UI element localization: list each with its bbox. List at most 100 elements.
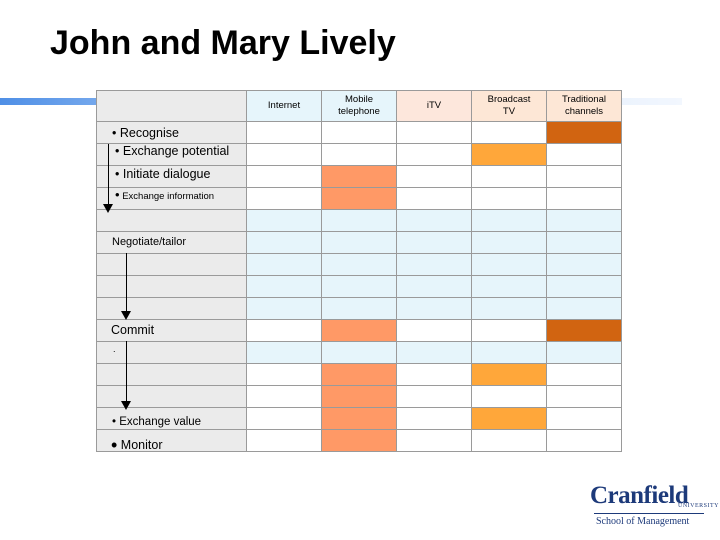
- channel-stage-grid: Internet Mobile telephone iTV Broadcast TV…: [96, 90, 622, 452]
- column-header-mobile: Mobile telephone: [321, 90, 397, 122]
- arrow-head-icon: [103, 204, 113, 213]
- grid-cell: [396, 121, 472, 144]
- grid-cell: [546, 165, 622, 188]
- grid-cell: [471, 341, 547, 364]
- grid-cell: [546, 275, 622, 298]
- grid-cell: [471, 297, 547, 320]
- grid-row: [96, 319, 622, 342]
- header-row: Internet Mobile telephone iTV Broadcast TV…: [96, 90, 622, 122]
- grid-cell-highlight: [321, 385, 397, 408]
- grid-cell-highlight: [471, 407, 547, 430]
- stage-cell: [96, 253, 247, 276]
- grid-cell: [471, 209, 547, 232]
- stage-initiate-dialogue: • Initiate dialogue: [115, 167, 211, 181]
- grid-cell: [396, 385, 472, 408]
- grid-cell: [246, 121, 322, 144]
- grid-row: [96, 429, 622, 452]
- grid-cell: [246, 143, 322, 166]
- grid-cell: [396, 297, 472, 320]
- grid-cell-highlight: [321, 429, 397, 452]
- grid-cell: [396, 231, 472, 254]
- grid-cell: [321, 275, 397, 298]
- arrow-head-icon: [121, 311, 131, 320]
- grid-row: [96, 297, 622, 320]
- stage-cell: [96, 429, 247, 452]
- grid-cell: [396, 275, 472, 298]
- grid-cell: [471, 231, 547, 254]
- column-header-broadcast: Broadcast TV: [471, 90, 547, 122]
- grid-row: [96, 253, 622, 276]
- arrow-head-icon: [121, 401, 131, 410]
- grid-cell: [396, 319, 472, 342]
- column-header-itv: iTV: [396, 90, 472, 122]
- stage-exchange-information: • Exchange information: [115, 187, 215, 202]
- stage-cell: [96, 319, 247, 342]
- grid-cell-highlight: [321, 187, 397, 210]
- grid-cell: [396, 187, 472, 210]
- grid-cell: [246, 165, 322, 188]
- stage-exchange-potential: • Exchange potential: [115, 144, 230, 158]
- grid-cell: [546, 187, 622, 210]
- grid-cell: [246, 209, 322, 232]
- stage-cell: [96, 165, 247, 188]
- stage-dot: .: [113, 344, 116, 354]
- grid-row: [96, 231, 622, 254]
- stage-cell: [96, 363, 247, 386]
- grid-cell: [471, 253, 547, 276]
- grid-cell-highlight: [546, 319, 622, 342]
- grid-cell: [321, 341, 397, 364]
- stage-monitor: • Monitor: [111, 435, 163, 455]
- grid-cell: [546, 385, 622, 408]
- grid-cell: [246, 275, 322, 298]
- grid-cell: [471, 187, 547, 210]
- grid-cell-highlight: [321, 165, 397, 188]
- grid-cell-highlight: [321, 319, 397, 342]
- grid-cell: [471, 275, 547, 298]
- grid-cell: [246, 253, 322, 276]
- grid-cell: [246, 297, 322, 320]
- grid-cell-highlight: [321, 363, 397, 386]
- grid-row: [96, 275, 622, 298]
- grid-cell: [246, 319, 322, 342]
- grid-cell: [396, 143, 472, 166]
- grid-cell: [246, 187, 322, 210]
- grid-cell: [246, 429, 322, 452]
- grid-cell: [246, 385, 322, 408]
- grid-cell: [546, 407, 622, 430]
- grid-cell: [546, 297, 622, 320]
- arrow-line: [108, 144, 109, 206]
- grid-cell: [246, 407, 322, 430]
- grid-row: [96, 187, 622, 210]
- grid-cell: [471, 319, 547, 342]
- arrow-line: [126, 253, 127, 313]
- grid-cell: [396, 341, 472, 364]
- grid-cell: [321, 143, 397, 166]
- grid-cell: [396, 209, 472, 232]
- column-header-internet: Internet: [246, 90, 322, 122]
- grid-row: [96, 143, 622, 166]
- logo-school: School of Management: [596, 516, 690, 527]
- stage-cell: [96, 143, 247, 166]
- stage-cell: [96, 231, 247, 254]
- stage-commit: Commit: [111, 323, 155, 337]
- grid-cell: [546, 363, 622, 386]
- grid-cell: [546, 143, 622, 166]
- logo-name: Cranfield: [590, 482, 689, 509]
- grid-cell: [546, 429, 622, 452]
- grid-cell: [396, 165, 472, 188]
- grid-cell: [321, 297, 397, 320]
- stage-recognise: • Recognise: [112, 126, 179, 140]
- grid-cell: [321, 253, 397, 276]
- grid-cell: [396, 253, 472, 276]
- grid-cell: [546, 341, 622, 364]
- grid-row: [96, 341, 622, 364]
- arrow-line: [126, 341, 127, 403]
- grid-row: [96, 209, 622, 232]
- grid-cell: [471, 121, 547, 144]
- stage-exchange-value: • Exchange value: [112, 416, 202, 428]
- grid-cell: [246, 363, 322, 386]
- grid-cell: [546, 253, 622, 276]
- grid-cell-highlight: [471, 143, 547, 166]
- stage-cell: [96, 187, 247, 210]
- logo-divider: [594, 513, 704, 514]
